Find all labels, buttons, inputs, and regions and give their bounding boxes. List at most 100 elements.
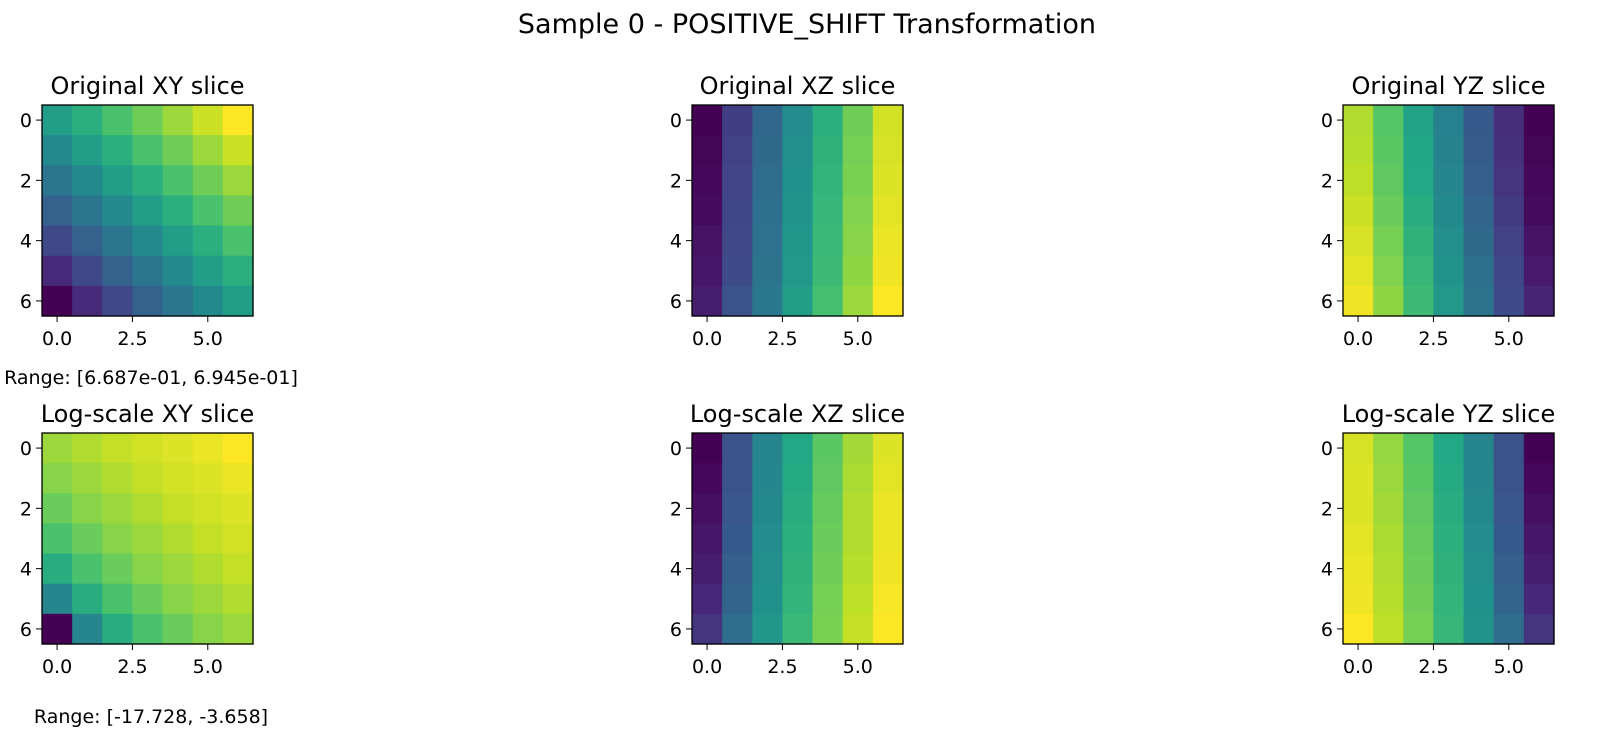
heatmap-cell: [1463, 165, 1495, 197]
heatmap-cell: [722, 433, 753, 464]
heatmap-cell: [132, 583, 164, 615]
heatmap-cell: [842, 493, 874, 525]
heatmap-cell: [812, 583, 844, 615]
x-tick-label: 0.0: [1343, 656, 1373, 678]
heatmap-cell: [872, 613, 904, 645]
heatmap-cell: [42, 255, 73, 287]
figure-title: Sample 0 - POSITIVE_SHIFT Transformation: [517, 9, 1097, 40]
heatmap-cell: [1463, 225, 1495, 257]
heatmap-cell: [692, 583, 723, 615]
heatmap-cell: [222, 105, 254, 136]
heatmap-cell: [72, 165, 103, 197]
heatmap-cell: [1493, 165, 1525, 197]
x-tick-label: 5.0: [1494, 656, 1524, 678]
y-tick-label: 2: [1321, 498, 1333, 520]
heatmap-cell: [42, 105, 73, 136]
heatmap-cell: [1433, 135, 1465, 166]
heatmap-cell: [1403, 553, 1435, 585]
heatmap-cell: [1373, 165, 1404, 197]
heatmap-cell: [222, 255, 254, 287]
heatmap-cell: [1523, 285, 1555, 317]
heatmap-cell: [1493, 553, 1525, 585]
x-tick-label: 0.0: [692, 656, 722, 678]
heatmap-cell: [192, 285, 224, 317]
heatmap-cell: [752, 433, 784, 464]
heatmap-cell: [692, 463, 723, 494]
heatmap-cell: [42, 195, 73, 227]
heatmap-cell: [692, 135, 723, 166]
heatmap-cell: [842, 285, 874, 317]
heatmap-cell: [1403, 523, 1435, 555]
heatmap-cell: [1523, 523, 1555, 555]
heatmap-cell: [872, 523, 904, 555]
heatmap-cell: [1343, 583, 1374, 615]
heatmap-cell: [72, 255, 103, 287]
heatmap-cell: [192, 225, 224, 257]
x-tick-label: 5.0: [843, 328, 873, 350]
heatmap-cell: [722, 523, 753, 555]
heatmap-cell: [872, 195, 904, 227]
heatmap-cell: [162, 285, 194, 317]
heatmap-cell: [1523, 165, 1555, 197]
heatmap-cell: [1523, 433, 1555, 464]
heatmap-cell: [1343, 135, 1374, 166]
heatmap-cell: [842, 613, 874, 645]
heatmap-cell: [162, 493, 194, 525]
heatmap-cell: [692, 613, 723, 645]
heatmap-cell: [872, 165, 904, 197]
heatmap-cell: [72, 105, 103, 136]
heatmap-cell: [1523, 583, 1555, 615]
range-label-original-xy: Range: [6.687e-01, 6.945e-01]: [4, 367, 298, 389]
heatmap-cell: [42, 165, 73, 197]
range-label-log-xy: Range: [-17.728, -3.658]: [33, 706, 269, 728]
heatmap-cell: [1523, 135, 1555, 166]
y-tick-label: 2: [20, 498, 32, 520]
heatmap-cell: [72, 285, 103, 317]
heatmap-cell: [1523, 493, 1555, 525]
axes-frame: [1342, 432, 1555, 645]
x-tick-label: 2.5: [117, 328, 147, 350]
heatmap-cell: [72, 553, 103, 585]
heatmap-cell: [192, 255, 224, 287]
heatmap-cell: [872, 583, 904, 615]
y-tick-label: 4: [670, 231, 682, 253]
heatmap-cell: [782, 433, 814, 464]
heatmap-cell: [222, 583, 254, 615]
heatmap-cell: [222, 433, 254, 464]
heatmap-cell: [1343, 553, 1374, 585]
heatmap-cell: [872, 225, 904, 257]
heatmap-cell: [752, 523, 784, 555]
heatmap-cell: [842, 583, 874, 615]
heatmap-cell: [1433, 285, 1465, 317]
heatmap-cell: [1493, 433, 1525, 464]
heatmap-cell: [812, 553, 844, 585]
x-tick-label: 5.0: [193, 656, 223, 678]
heatmap-cell: [812, 105, 844, 136]
heatmap-cell: [102, 195, 134, 227]
heatmap-cell: [162, 195, 194, 227]
heatmap-cell: [1403, 583, 1435, 615]
heatmap-cell: [222, 493, 254, 525]
heatmap-cell: [1343, 165, 1374, 197]
axes-frame: [41, 432, 254, 645]
heatmap-cell: [752, 285, 784, 317]
heatmap-cell: [72, 433, 103, 464]
x-tick-label: 5.0: [843, 656, 873, 678]
heatmap-cell: [782, 285, 814, 317]
heatmap-cell: [192, 583, 224, 615]
heatmap-cell: [102, 523, 134, 555]
y-tick-label: 0: [20, 438, 32, 460]
heatmap-cell: [162, 523, 194, 555]
heatmap-cell: [1343, 613, 1374, 645]
heatmap-cell: [722, 195, 753, 227]
heatmap-cell: [752, 493, 784, 525]
heatmap-cell: [1493, 613, 1525, 645]
y-tick-label: 6: [1321, 291, 1333, 313]
x-tick-label: 2.5: [117, 656, 147, 678]
heatmap-cell: [722, 583, 753, 615]
heatmap-cell: [752, 583, 784, 615]
heatmap-cell: [872, 135, 904, 166]
heatmap-cell: [222, 225, 254, 257]
heatmap-cell: [162, 255, 194, 287]
heatmap-cell: [722, 285, 753, 317]
